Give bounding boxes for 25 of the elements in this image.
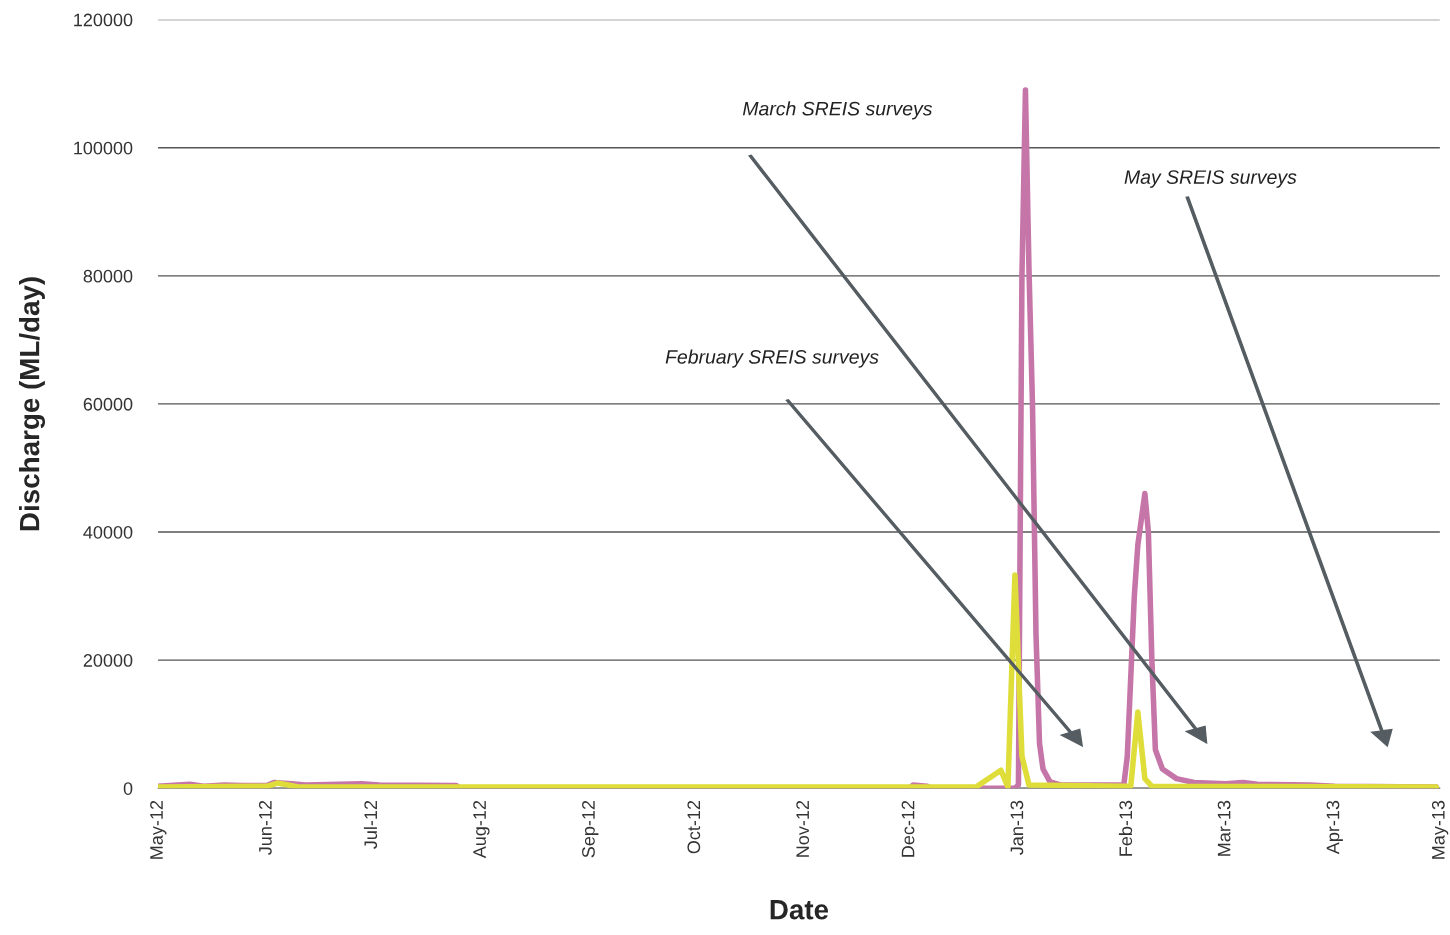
y-tick-label: 20000 <box>83 654 133 667</box>
x-tick-label: Jun-12 <box>258 800 272 855</box>
annotation: February SREIS surveys <box>665 349 879 368</box>
y-tick-label: 0 <box>123 782 133 795</box>
x-axis-title: Date <box>770 900 829 920</box>
annotation: May SREIS surveys <box>1124 170 1297 188</box>
x-tick-label: Jul-12 <box>363 800 378 849</box>
y-tick-label: 100000 <box>74 141 133 155</box>
x-tick-label: Jan-13 <box>1010 800 1024 855</box>
x-tick-label: Nov-12 <box>796 800 810 857</box>
y-tick-label: 80000 <box>83 269 133 283</box>
y-tick-label: 60000 <box>83 397 133 411</box>
x-tick-label: Feb-13 <box>1118 800 1133 856</box>
x-tick-label: Dec-12 <box>901 800 915 857</box>
annotation: March SREIS surveys <box>742 101 933 120</box>
x-tick-label: May-12 <box>150 800 167 859</box>
y-tick-label: 120000 <box>74 13 133 27</box>
x-tick-label: Aug-12 <box>473 800 490 859</box>
x-tick-label: Sep-12 <box>582 800 599 858</box>
x-tick-label: Oct-12 <box>687 800 701 854</box>
y-tick-label: 40000 <box>83 525 133 539</box>
y-axis-title: Discharge (ML/day) <box>19 277 46 531</box>
x-tick-label: Apr-13 <box>1326 800 1343 855</box>
x-tick-label: May-13 <box>1431 800 1449 859</box>
x-tick-label: Mar-13 <box>1217 800 1231 856</box>
